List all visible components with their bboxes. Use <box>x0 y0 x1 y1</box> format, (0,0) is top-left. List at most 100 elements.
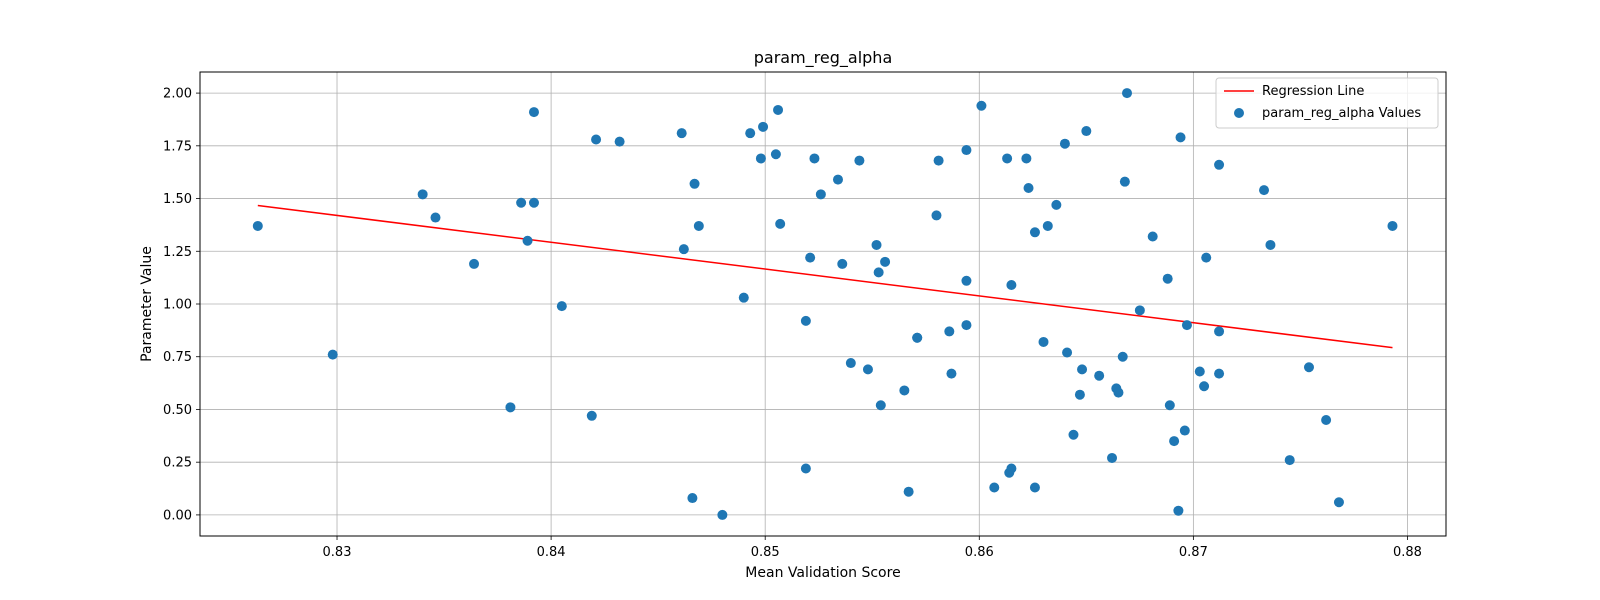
scatter-point <box>801 464 811 474</box>
scatter-point <box>679 244 689 254</box>
scatter-point <box>833 175 843 185</box>
scatter-point <box>739 293 749 303</box>
scatter-point <box>516 198 526 208</box>
scatter-point <box>529 107 539 117</box>
scatter-point <box>1199 381 1209 391</box>
scatter-point <box>1165 400 1175 410</box>
scatter-point <box>816 189 826 199</box>
scatter-point <box>961 276 971 286</box>
scatter-point <box>1259 185 1269 195</box>
scatter-point <box>1113 388 1123 398</box>
y-tick-label: 2.00 <box>163 87 192 102</box>
scatter-point <box>591 134 601 144</box>
x-tick-label: 0.86 <box>965 545 994 560</box>
scatter-point <box>934 156 944 166</box>
scatter-point <box>1062 348 1072 358</box>
scatter-point <box>1195 366 1205 376</box>
scatter-point <box>587 411 597 421</box>
scatter-point <box>1051 200 1061 210</box>
scatter-point <box>961 320 971 330</box>
scatter-point <box>1182 320 1192 330</box>
y-tick-label: 0.25 <box>163 456 192 471</box>
scatter-point <box>1024 183 1034 193</box>
scatter-point <box>505 402 515 412</box>
scatter-point <box>801 316 811 326</box>
scatter-point <box>677 128 687 138</box>
scatter-point <box>846 358 856 368</box>
y-tick-label: 0.75 <box>163 350 192 365</box>
scatter-point <box>931 210 941 220</box>
scatter-point <box>1214 369 1224 379</box>
scatter-point <box>874 267 884 277</box>
scatter-point <box>1334 497 1344 507</box>
scatter-point <box>328 350 338 360</box>
x-tick-label: 0.83 <box>323 545 352 560</box>
scatter-point <box>1265 240 1275 250</box>
legend-scatter-label: param_reg_alpha Values <box>1262 106 1421 121</box>
y-tick-label: 1.75 <box>163 139 192 154</box>
y-axis-label: Parameter Value <box>139 246 155 362</box>
scatter-point <box>880 257 890 267</box>
scatter-point <box>687 493 697 503</box>
legend: Regression Line param_reg_alpha Values <box>1216 78 1438 128</box>
scatter-point <box>418 189 428 199</box>
scatter-point <box>469 259 479 269</box>
legend-scatter-swatch <box>1234 108 1244 118</box>
scatter-point <box>1173 506 1183 516</box>
scatter-point <box>1176 132 1186 142</box>
legend-regression-label: Regression Line <box>1262 84 1364 99</box>
scatter-point <box>809 153 819 163</box>
scatter-point <box>1387 221 1397 231</box>
scatter-point <box>899 385 909 395</box>
scatter-point <box>775 219 785 229</box>
scatter-point <box>961 145 971 155</box>
scatter-point <box>1094 371 1104 381</box>
scatter-point <box>863 364 873 374</box>
x-tick-label: 0.85 <box>751 545 780 560</box>
scatter-point <box>615 137 625 147</box>
scatter-point <box>1180 426 1190 436</box>
scatter-point <box>758 122 768 132</box>
scatter-point <box>557 301 567 311</box>
x-tick-label: 0.88 <box>1393 545 1422 560</box>
scatter-point <box>904 487 914 497</box>
scatter-point <box>1285 455 1295 465</box>
scatter-point <box>1068 430 1078 440</box>
scatter-point <box>717 510 727 520</box>
scatter-point <box>523 236 533 246</box>
scatter-point <box>1043 221 1053 231</box>
scatter-point <box>1021 153 1031 163</box>
scatter-point <box>745 128 755 138</box>
scatter-point <box>1107 453 1117 463</box>
y-tick-label: 1.00 <box>163 298 192 313</box>
scatter-point <box>1122 88 1132 98</box>
scatter-point <box>430 213 440 223</box>
scatter-point <box>1135 305 1145 315</box>
scatter-point <box>1075 390 1085 400</box>
scatter-point <box>756 153 766 163</box>
scatter-point <box>253 221 263 231</box>
scatter-point <box>1030 227 1040 237</box>
scatter-point <box>872 240 882 250</box>
scatter-point <box>1321 415 1331 425</box>
scatter-point <box>1148 232 1158 242</box>
scatter-point <box>771 149 781 159</box>
scatter-point <box>1214 160 1224 170</box>
scatter-point <box>1304 362 1314 372</box>
scatter-point <box>1006 280 1016 290</box>
scatter-point <box>1060 139 1070 149</box>
scatter-point <box>1169 436 1179 446</box>
scatter-point <box>837 259 847 269</box>
scatter-point <box>1120 177 1130 187</box>
scatter-point <box>1201 253 1211 263</box>
scatter-point <box>944 326 954 336</box>
scatter-point <box>976 101 986 111</box>
x-tick-label: 0.84 <box>537 545 566 560</box>
scatter-point <box>946 369 956 379</box>
scatter-point <box>1002 153 1012 163</box>
scatter-point <box>1039 337 1049 347</box>
scatter-point <box>1030 482 1040 492</box>
scatter-point <box>773 105 783 115</box>
scatter-point <box>1163 274 1173 284</box>
